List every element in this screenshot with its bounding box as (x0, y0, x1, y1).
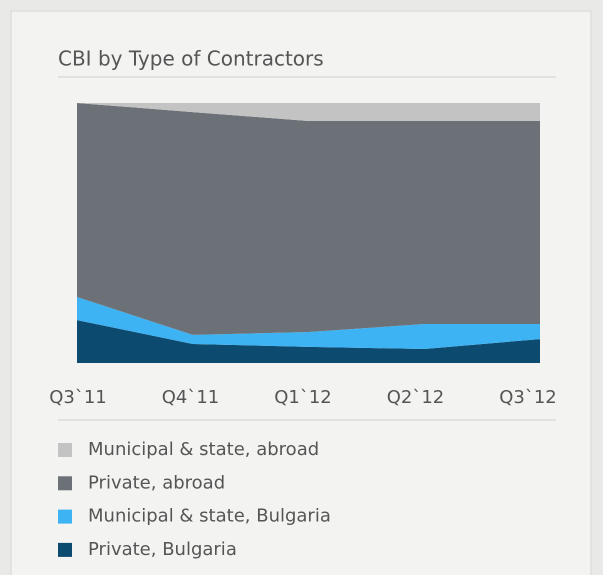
x-tick-label: Q3`12 (499, 387, 557, 408)
legend-swatch (58, 443, 72, 457)
area (77, 103, 540, 335)
legend-label: Private, abroad (88, 472, 225, 493)
x-tick-label: Q4`11 (162, 387, 220, 408)
x-tick-label: Q2`12 (387, 387, 445, 408)
legend-swatch (58, 509, 72, 524)
legend-swatch (58, 542, 72, 557)
area (77, 296, 540, 349)
x-tick-label: Q3`11 (49, 387, 107, 408)
chart-title: CBI by Type of Contractors (58, 47, 324, 71)
x-tick-label: Q1`12 (274, 387, 332, 408)
legend-label: Municipal & state, abroad (88, 439, 319, 460)
legend-label: Municipal & state, Bulgaria (88, 506, 331, 527)
area (77, 103, 540, 121)
legend-swatch (58, 476, 72, 491)
area (77, 320, 540, 363)
legend-label: Private, Bulgaria (88, 539, 237, 560)
